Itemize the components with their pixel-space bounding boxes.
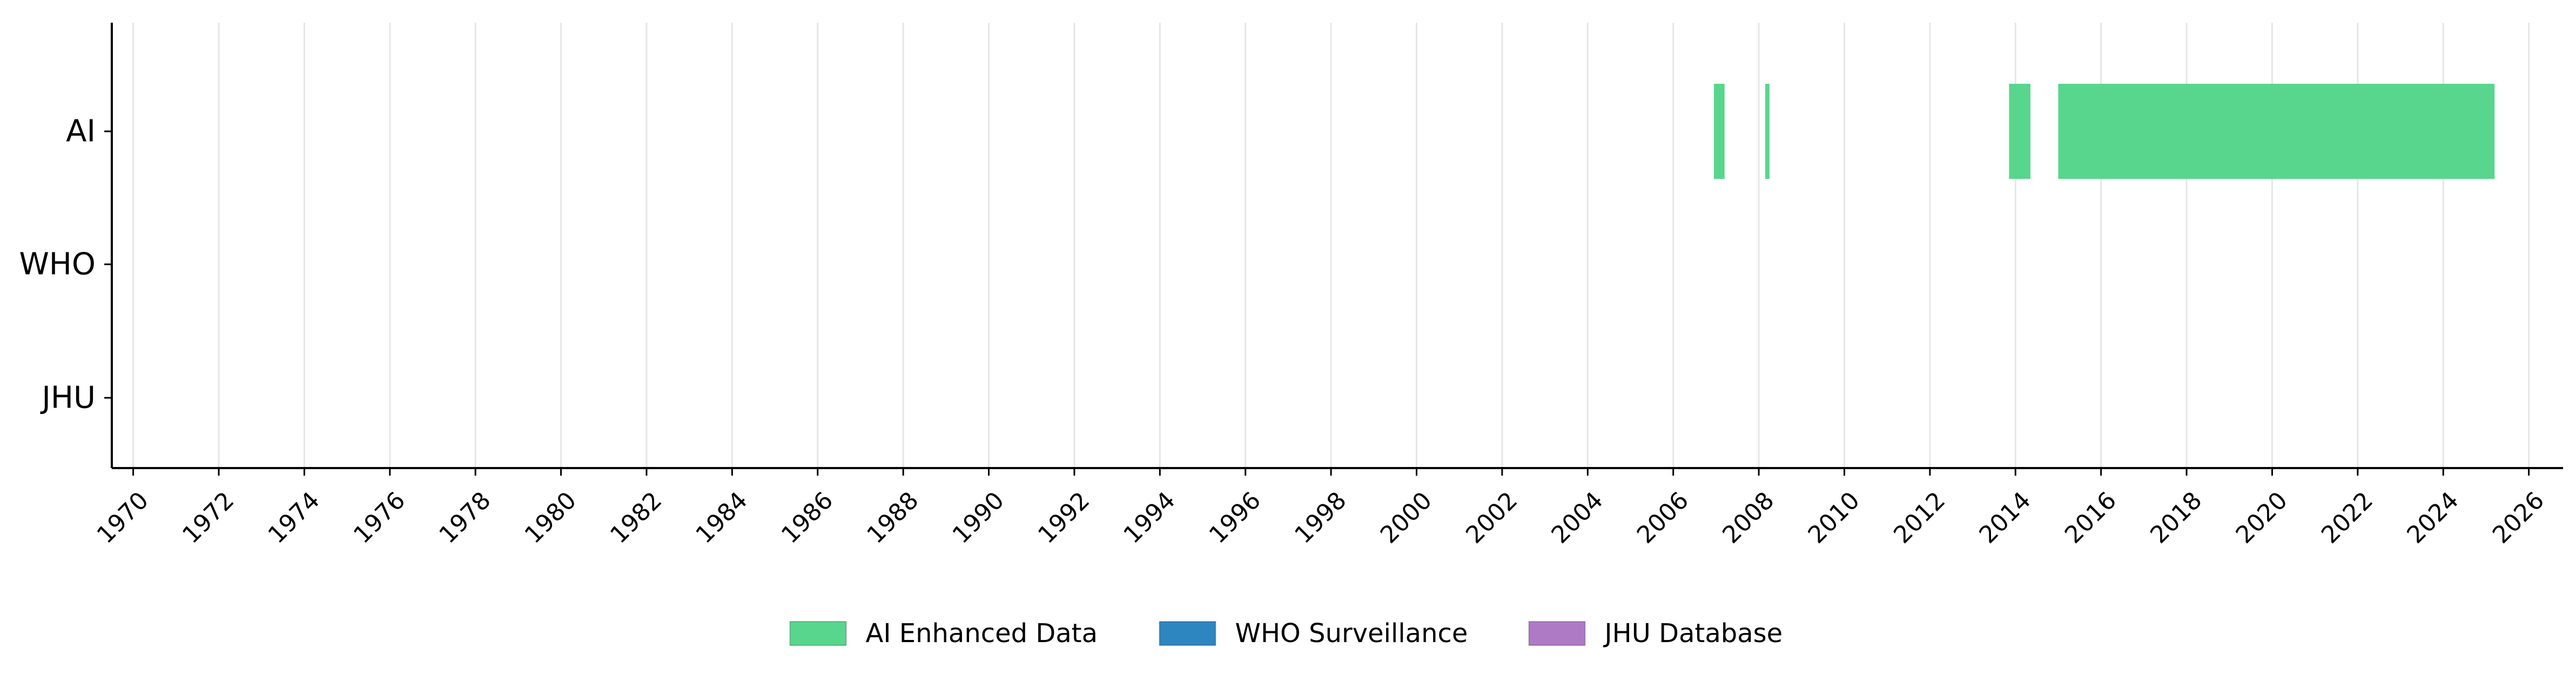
x-tick-label: 1994 (1118, 486, 1180, 549)
coverage-bar (2058, 84, 2495, 179)
x-tick-label: 1978 (434, 486, 496, 549)
legend: AI Enhanced Data WHO Surveillance JHU Data… (789, 618, 1783, 649)
x-tick-label: 1992 (1033, 486, 1095, 549)
x-tick-label: 1972 (177, 486, 239, 549)
x-tick-label: 1974 (263, 486, 325, 549)
x-tick-label: 1970 (92, 486, 154, 549)
coverage-bars (1713, 84, 2495, 179)
x-tick-label: 2026 (2487, 486, 2550, 549)
coverage-bar (1765, 84, 1770, 179)
x-tick-label: 2010 (1803, 486, 1865, 549)
x-axis-ticks: 1970 1972 1974 1976 1978 1980 1982 1984 1986 1988… (92, 468, 2550, 549)
coverage-bar (2009, 84, 2030, 179)
y-tick-label-who: WHO (19, 247, 96, 282)
x-tick-label: 2016 (2060, 486, 2122, 549)
y-tick-label-jhu: JHU (40, 381, 96, 416)
legend-label: WHO Surveillance (1235, 618, 1468, 649)
x-tick-label: 2018 (2145, 486, 2207, 549)
y-axis-ticks: AI WHO JHU (19, 114, 112, 416)
legend-label: AI Enhanced Data (866, 618, 1098, 649)
x-tick-label: 1982 (605, 486, 667, 549)
legend-swatch (1159, 621, 1216, 646)
x-tick-label: 2006 (1632, 486, 1694, 549)
x-tick-label: 1980 (520, 486, 582, 549)
x-tick-label: 2012 (1888, 486, 1951, 549)
legend-item: JHU Database (1528, 618, 1783, 649)
x-tick-label: 1986 (776, 486, 838, 549)
legend-item: WHO Surveillance (1159, 618, 1468, 649)
x-tick-label: 2000 (1375, 486, 1437, 549)
legend-swatch (789, 621, 847, 646)
coverage-bar (1713, 84, 1725, 179)
axes (111, 23, 2563, 469)
x-tick-label: 2002 (1461, 486, 1523, 549)
x-tick-label: 2022 (2316, 486, 2378, 549)
legend-label: JHU Database (1603, 618, 1783, 649)
x-tick-label: 1984 (691, 486, 753, 549)
gridlines (132, 23, 2530, 468)
x-tick-label: 2004 (1546, 486, 1608, 549)
y-tick-label-ai: AI (66, 114, 96, 149)
x-tick-label: 1990 (947, 486, 1010, 549)
x-tick-label: 2024 (2402, 486, 2464, 549)
x-tick-label: 1976 (348, 486, 411, 549)
x-tick-label: 1988 (862, 486, 924, 549)
x-tick-label: 1998 (1289, 486, 1351, 549)
legend-swatch (1528, 621, 1586, 646)
x-tick-label: 2014 (1974, 486, 2036, 549)
legend-item: AI Enhanced Data (789, 618, 1098, 649)
x-tick-label: 1996 (1204, 486, 1266, 549)
x-tick-label: 2020 (2231, 486, 2293, 549)
x-tick-label: 2008 (1717, 486, 1779, 549)
